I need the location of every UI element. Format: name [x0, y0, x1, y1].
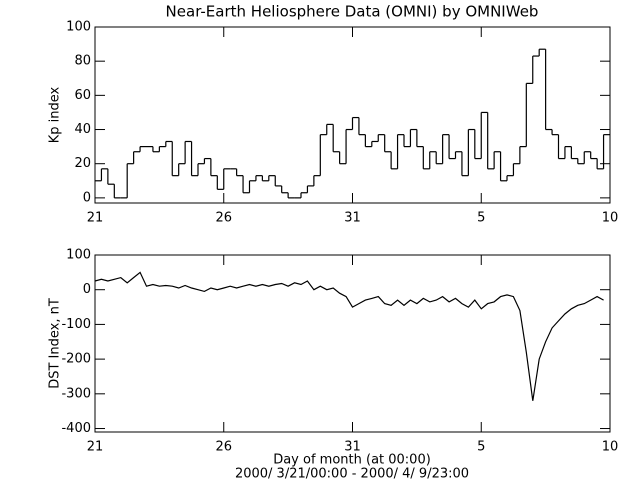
x-tick-label: 26: [215, 440, 232, 455]
x-tick-label: 5: [477, 211, 485, 226]
y-tick-label: 40: [74, 122, 91, 137]
subtitle: 2000/ 3/21/00:00 - 2000/ 4/ 9/23:00: [235, 467, 469, 480]
y-tick-label: -400: [61, 421, 91, 436]
y-tick-label: -200: [61, 352, 91, 367]
x-axis-label: Day of month (at 00:00): [273, 453, 431, 468]
x-tick-label: 10: [602, 440, 619, 455]
x-tick-label: 21: [87, 211, 104, 226]
chart-title: Near-Earth Heliosphere Data (OMNI) by OM…: [166, 3, 539, 21]
x-tick-label: 10: [602, 211, 619, 226]
y-axis-label: Kp index: [48, 86, 63, 143]
x-tick-label: 31: [344, 440, 361, 455]
x-tick-label: 31: [344, 211, 361, 226]
y-tick-label: -100: [61, 317, 91, 332]
y-tick-label: 60: [74, 88, 91, 103]
data-line: [94, 271, 604, 401]
y-tick-label: -300: [61, 386, 91, 401]
y-tick-label: 20: [74, 156, 91, 171]
y-tick-label: 0: [83, 282, 91, 297]
y-tick-label: 100: [66, 20, 91, 35]
y-tick-label: 0: [83, 190, 91, 205]
x-tick-label: 21: [87, 440, 104, 455]
x-tick-label: 26: [215, 211, 232, 226]
y-tick-label: 80: [74, 54, 91, 69]
y-tick-label: 100: [66, 248, 91, 263]
x-tick-label: 5: [477, 440, 485, 455]
y-axis-label: DST Index, nT: [48, 298, 63, 389]
